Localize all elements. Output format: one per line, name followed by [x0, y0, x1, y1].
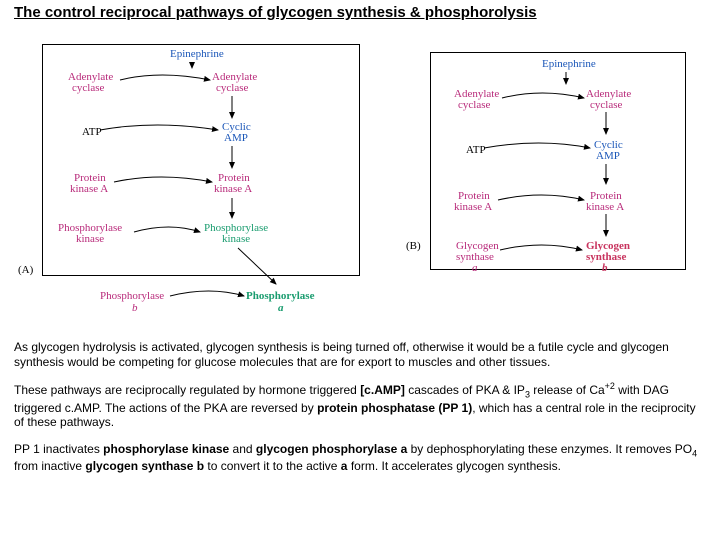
page-title: The control reciprocal pathways of glyco…: [14, 4, 537, 23]
panel-a-node-phos_b1: Phosphorylase: [100, 290, 164, 302]
panel-a-node-kinase_l: kinase A: [70, 183, 108, 195]
paragraph-2: These pathways are reciprocally regulate…: [14, 381, 704, 430]
panel-a-node-phos_a1: Phosphorylase: [246, 290, 314, 302]
panel-b-node-cyclase_l: cyclase: [458, 99, 490, 111]
panel-b-node-kinase_l: kinase A: [454, 201, 492, 213]
panel-b-node-epinephrine: Epinephrine: [542, 58, 596, 70]
panel-b-node-gsyn_a3: a: [472, 262, 478, 274]
panel-a-node-phos_b2: b: [132, 302, 138, 314]
panel-a-node-kinase_r: kinase A: [214, 183, 252, 195]
panel-b-node-kinase_r: kinase A: [586, 201, 624, 213]
panel-b-node-gsyn_b3: b: [602, 262, 608, 274]
panel-b-node-amp: AMP: [596, 150, 620, 162]
panel-b-node-atp: ATP: [466, 144, 486, 156]
panel-a-node-epinephrine: Epinephrine: [170, 48, 224, 60]
panel-a-node-amp: AMP: [224, 132, 248, 144]
body-text: As glycogen hydrolysis is activated, gly…: [14, 340, 704, 486]
panel-a-node-phos_kin_l2: kinase: [76, 233, 104, 245]
panel-b-node-cyclase_r: cyclase: [590, 99, 622, 111]
panel-a-node-atp: ATP: [82, 126, 102, 138]
paragraph-3: PP 1 inactivates phosphorylase kinase an…: [14, 442, 704, 474]
panel-a-node-cyclase_l: cyclase: [72, 82, 104, 94]
paragraph-1: As glycogen hydrolysis is activated, gly…: [14, 340, 704, 369]
diagram-area: (A) (B) EpinephrineAdenylatecyclaseAdeny…: [0, 44, 720, 330]
panel-a-node-phos_a2: a: [278, 302, 284, 314]
panel-a-node-phos_kin_r2: kinase: [222, 233, 250, 245]
panel-a-node-cyclase_r: cyclase: [216, 82, 248, 94]
